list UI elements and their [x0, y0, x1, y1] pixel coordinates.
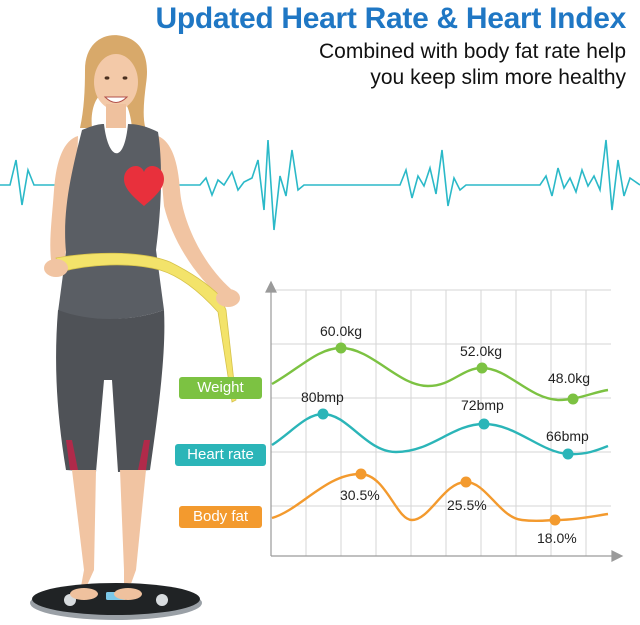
- body-fat-scale: [30, 583, 202, 620]
- y-axis-arrow: [265, 280, 277, 293]
- woman-face: [94, 54, 138, 110]
- body-fat-curve: [271, 472, 609, 523]
- body-fat-point-3: [549, 514, 561, 526]
- heart-rate-point-2: [478, 418, 490, 430]
- weight-value-2: 52.0kg: [460, 343, 503, 359]
- woman-pants: [56, 310, 165, 472]
- body-fat-point-2: [460, 476, 472, 488]
- legend-body-fat: Body fat: [179, 506, 262, 528]
- weight-curve: [271, 346, 609, 402]
- heart-icon: [124, 166, 164, 206]
- heart-rate-point-3: [562, 448, 574, 460]
- heart-rate-value-2: 72bmp: [461, 397, 504, 413]
- weight-point-2: [476, 362, 488, 374]
- woman-right-arm: [158, 136, 232, 300]
- tape-measure: [55, 252, 237, 403]
- weight-value-3: 48.0kg: [548, 370, 591, 386]
- weight-value-1: 60.0kg: [320, 323, 363, 339]
- weight-point-3: [567, 393, 579, 405]
- body-fat-point-1: [355, 468, 367, 480]
- weight-point-1: [335, 342, 347, 354]
- woman-illustration: [44, 35, 240, 592]
- body-fat-value-1: 30.5%: [340, 487, 380, 503]
- body-fat-value-2: 25.5%: [447, 497, 487, 513]
- legend-heart-rate: Heart rate: [175, 444, 266, 466]
- chart-axes: [265, 280, 624, 562]
- heart-rate-value-1: 80bmp: [301, 389, 344, 405]
- heart-rate-value-3: 66bmp: [546, 428, 589, 444]
- subtitle-line-1: Combined with body fat rate help: [318, 40, 626, 63]
- body-fat-value-3: 18.0%: [537, 530, 577, 546]
- legend-weight: Weight: [179, 377, 262, 399]
- x-axis-arrow: [611, 550, 624, 562]
- heart-rate-point-1: [317, 408, 329, 420]
- page-title: Updated Heart Rate & Heart Index: [155, 2, 626, 35]
- subtitle-line-2: you keep slim more healthy: [370, 66, 626, 89]
- woman-legs: [72, 470, 146, 592]
- woman-left-arm: [50, 136, 78, 268]
- woman-mouth: [103, 96, 129, 103]
- chart-points: [317, 342, 579, 526]
